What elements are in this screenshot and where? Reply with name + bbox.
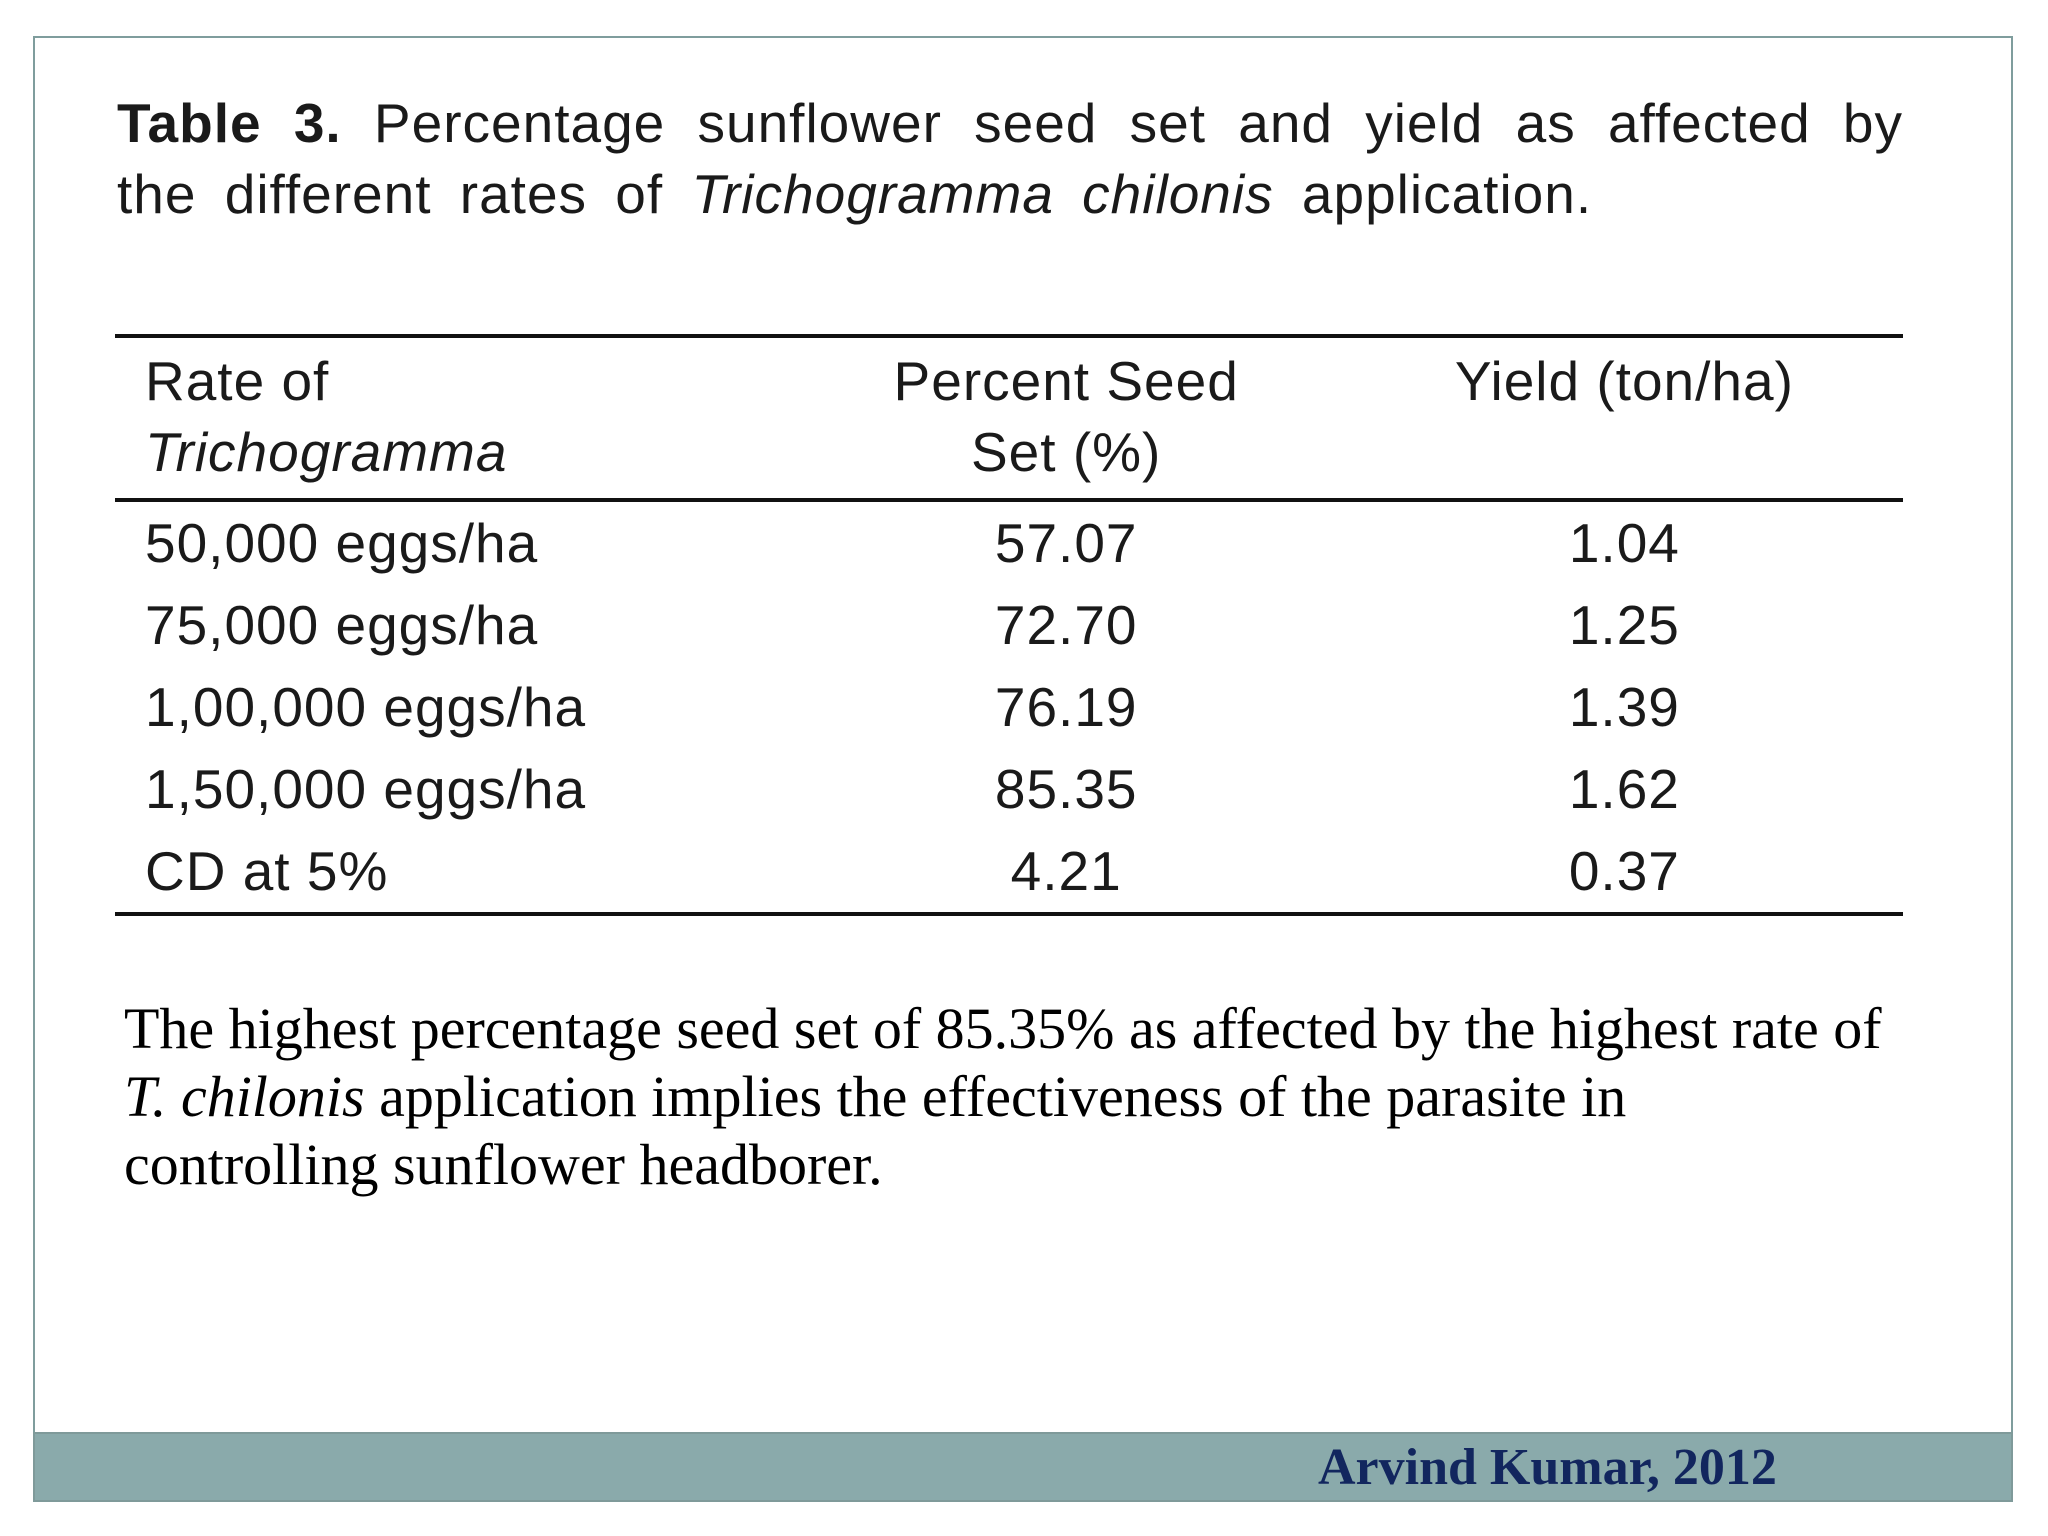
table-row: 50,000 eggs/ha 57.07 1.04 xyxy=(115,500,1903,584)
table-header-row: Rate of Trichogramma Percent Seed Set (%) … xyxy=(115,336,1903,500)
cell-seed-set: 4.21 xyxy=(1010,840,1122,902)
cell-yield: 1.62 xyxy=(1568,758,1680,820)
paragraph-line-1: The highest percentage seed set of 85.35… xyxy=(124,996,1882,1061)
footer-band: Arvind Kumar, 2012 xyxy=(33,1432,2013,1502)
header-seed-set: Percent Seed Set (%) xyxy=(893,350,1239,483)
cell-yield: 1.25 xyxy=(1568,594,1680,656)
cell-seed-set: 85.35 xyxy=(994,758,1138,820)
citation: Arvind Kumar, 2012 xyxy=(1318,1439,1777,1496)
cell-yield: 0.37 xyxy=(1568,840,1680,902)
table-caption: Table 3. Percentage sunflower seed set a… xyxy=(117,88,1903,230)
table-row-cd: CD at 5% 4.21 0.37 xyxy=(115,830,1903,914)
paragraph-line-3: controlling sunflower headborer. xyxy=(124,1132,883,1197)
caption-label: Table 3. xyxy=(117,92,342,154)
cell-seed-set: 72.70 xyxy=(994,594,1138,656)
table-row: 75,000 eggs/ha 72.70 1.25 xyxy=(115,584,1903,666)
species-abbrev: T. chilonis xyxy=(124,1064,365,1129)
cell-rate: 50,000 eggs/ha xyxy=(145,512,539,574)
paragraph-line-2: T. chilonis application implies the effe… xyxy=(124,1064,1627,1129)
slide-frame xyxy=(33,36,2013,1502)
caption-text-end: application. xyxy=(1273,163,1593,225)
cell-rate: 75,000 eggs/ha xyxy=(145,594,539,656)
cell-seed-set: 76.19 xyxy=(994,676,1138,738)
cell-rate: CD at 5% xyxy=(145,840,389,902)
cell-rate: 1,50,000 eggs/ha xyxy=(145,758,587,820)
header-yield: Yield (ton/ha) xyxy=(1454,350,1794,412)
cell-yield: 1.39 xyxy=(1568,676,1680,738)
cell-seed-set: 57.07 xyxy=(994,512,1138,574)
summary-paragraph: The highest percentage seed set of 85.35… xyxy=(124,995,2014,1199)
table-row: 1,00,000 eggs/ha 76.19 1.39 xyxy=(115,666,1903,748)
header-rate: Rate of Trichogramma xyxy=(145,350,508,483)
data-table: Rate of Trichogramma Percent Seed Set (%) … xyxy=(115,334,1903,916)
cell-yield: 1.04 xyxy=(1568,512,1680,574)
caption-text: Percentage sunflower seed set and yield … xyxy=(117,92,1903,225)
table-row: 1,50,000 eggs/ha 85.35 1.62 xyxy=(115,748,1903,830)
caption-species: Trichogramma chilonis xyxy=(691,163,1274,225)
cell-rate: 1,00,000 eggs/ha xyxy=(145,676,587,738)
